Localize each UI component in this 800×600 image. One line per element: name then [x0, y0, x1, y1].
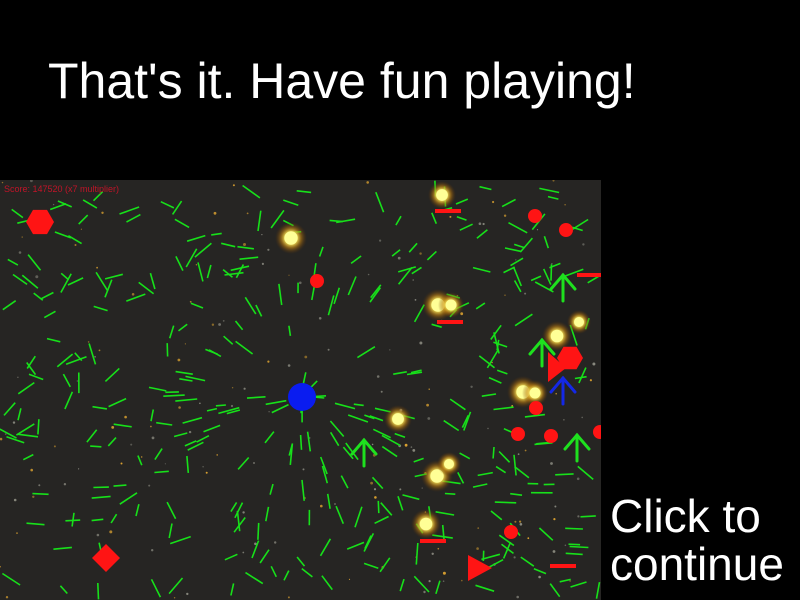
enemy-triangle-icon: [548, 352, 566, 382]
enemy-dash-icon: [420, 539, 446, 543]
glowing-orb-icon: [384, 405, 412, 433]
enemy-dash-icon: [437, 320, 463, 324]
glowing-orb-icon: [411, 509, 441, 539]
glowing-orb-icon: [438, 292, 464, 318]
score-readout: Score: 147520 (x7 multiplier): [4, 184, 120, 194]
glowing-orb-icon: [522, 380, 548, 406]
arrow-up-icon: [528, 337, 556, 368]
glowing-orb-icon: [428, 181, 456, 209]
game-field: [0, 180, 601, 600]
enemy-dot-icon: [504, 525, 518, 539]
glowing-orb-icon: [437, 452, 461, 476]
enemy-hexagon-icon: [557, 346, 583, 370]
arrow-up-icon: [549, 272, 577, 303]
enemy-dot-icon: [544, 429, 558, 443]
game-view[interactable]: Score: 147520 (x7 multiplier): [0, 180, 601, 600]
enemy-dash-icon: [550, 564, 576, 568]
glowing-orb-icon: [567, 310, 591, 334]
continue-label-line-1: Click to: [610, 490, 761, 542]
continue-label-line-2: continue: [610, 538, 784, 590]
enemy-diamond-icon: [92, 544, 120, 572]
tutorial-headline: That's it. Have fun playing!: [48, 53, 636, 109]
continue-button[interactable]: Click to continue: [610, 492, 798, 588]
arrow-up-icon: [549, 375, 577, 406]
glowing-orb-icon: [275, 222, 307, 254]
enemy-dot-icon: [310, 274, 324, 288]
enemy-dash-icon: [577, 273, 601, 277]
glowing-orb-icon: [542, 321, 572, 351]
arrow-up-icon: [563, 432, 591, 463]
enemy-hexagon-icon: [26, 209, 54, 235]
enemy-dot-icon: [593, 425, 601, 439]
enemy-dot-icon: [528, 209, 542, 223]
enemy-dash-icon: [435, 209, 461, 213]
enemy-dot-icon: [529, 401, 543, 415]
arrow-up-icon: [350, 437, 378, 468]
player-ship-icon: [288, 383, 316, 411]
enemy-dot-icon: [559, 223, 573, 237]
enemy-triangle-icon: [468, 555, 492, 581]
enemy-dot-icon: [511, 427, 525, 441]
